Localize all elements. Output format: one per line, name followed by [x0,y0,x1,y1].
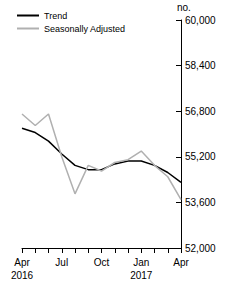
svg-text:56,800: 56,800 [185,106,216,117]
svg-text:Jul: Jul [55,257,68,268]
svg-text:Seasonally Adjusted: Seasonally Adjusted [44,24,125,34]
svg-text:Apr: Apr [14,257,30,268]
svg-text:52,000: 52,000 [185,243,216,254]
svg-text:53,600: 53,600 [185,197,216,208]
svg-text:Apr: Apr [173,257,189,268]
svg-text:55,200: 55,200 [185,151,216,162]
svg-text:60,000: 60,000 [185,15,216,26]
svg-text:Oct: Oct [94,257,110,268]
svg-text:Trend: Trend [44,11,67,21]
svg-text:Jan: Jan [133,257,149,268]
svg-text:2016: 2016 [11,270,34,281]
svg-text:no.: no. [177,2,191,13]
svg-text:2017: 2017 [130,270,153,281]
svg-text:58,400: 58,400 [185,60,216,71]
